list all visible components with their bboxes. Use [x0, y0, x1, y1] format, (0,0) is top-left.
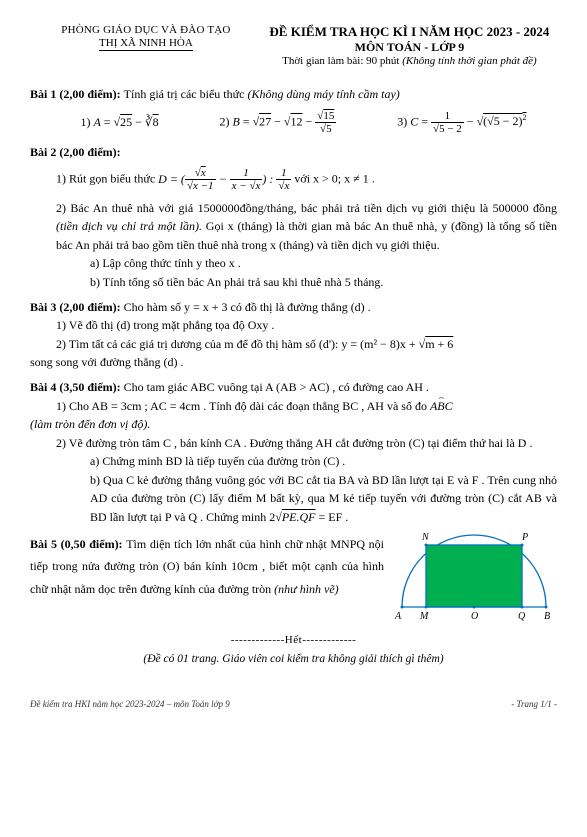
exam-subject: MÔN TOÁN - LỚP 9: [262, 40, 557, 55]
footer-left: Đề kiểm tra HKI năm học 2023-2024 – môn …: [30, 699, 230, 709]
semicircle-diagram: N P M A O Q B: [392, 527, 557, 622]
town-line: THỊ XÃ NINH HÒA: [99, 37, 193, 51]
bai4-label: Bài 4 (3,50 điểm):: [30, 380, 124, 394]
lbl-P: P: [521, 532, 528, 543]
end-note: (Đề có 01 trang. Giáo viên coi kiểm tra …: [30, 651, 557, 669]
header-left: PHÒNG GIÁO DỤC VÀ ĐÀO TẠO THỊ XÃ NINH HÒ…: [30, 24, 262, 67]
bai3-p2sqrt: m + 6: [425, 337, 453, 351]
bai3-p2a: 2) Tìm tất cả các giá trị dương của m để…: [56, 337, 419, 351]
bai3-p1: 1) Vẽ đồ thị (d) trong mặt phẳng tọa độ …: [56, 316, 557, 335]
time-ital: (Không tính thời gian phát đề): [402, 55, 537, 67]
bai3-p2b: song song với đường thẳng (d) .: [30, 353, 557, 372]
footer: Đề kiểm tra HKI năm học 2023-2024 – môn …: [30, 699, 557, 709]
time-prefix: Thời gian làm bài: 90 phút: [282, 55, 402, 67]
bai2-p1b: với x > 0; x ≠ 1 .: [294, 172, 374, 186]
bai5-label: Bài 5 (0,50 điểm):: [30, 537, 126, 551]
bai4-p1: 1) Cho AB = 3cm ; AC = 4cm . Tính độ dài…: [56, 397, 557, 416]
header-right: ĐỀ KIỂM TRA HỌC KÌ I NĂM HỌC 2023 - 2024…: [262, 24, 557, 67]
bai4-p2b-sqrt: PE.QF: [282, 510, 316, 524]
content: Bài 1 (2,00 điểm): Tính giá trị các biểu…: [30, 85, 557, 669]
bai4-p2a: a) Chứng minh BD là tiếp tuyến của đường…: [90, 452, 557, 471]
lbl-O: O: [471, 611, 478, 622]
bai2-p2: 2) Bác An thuê nhà với giá 1500000đồng/t…: [56, 199, 557, 255]
bai4-p1a: 1) Cho AB = 3cm ; AC = 4cm . Tính độ dài…: [56, 399, 430, 413]
bai2-p2a: a) Lập công thức tính y theo x .: [90, 254, 557, 273]
bai2-p1a: 1) Rút gọn biểu thức: [56, 172, 158, 186]
bai4-p2: 2) Vẽ đường tròn tâm C , bán kính CA . Đ…: [56, 434, 557, 453]
bai1: Bài 1 (2,00 điểm): Tính giá trị các biểu…: [30, 85, 557, 104]
bai5-ital: (như hình vẽ): [274, 582, 339, 596]
bai3-p2: 2) Tìm tất cả các giá trị dương của m để…: [56, 335, 557, 354]
exam-time: Thời gian làm bài: 90 phút (Không tính t…: [262, 55, 557, 67]
lbl-B: B: [544, 611, 550, 622]
bai1-f1: 1) A = √25 − ∛8: [80, 113, 158, 132]
bai1-f2: 2) B = √27 − √12 − √15√5: [219, 110, 336, 135]
lbl-M: M: [419, 611, 429, 622]
bai1-text: Tính giá trị các biểu thức: [124, 87, 248, 101]
bai1-label: Bài 1 (2,00 điểm):: [30, 87, 124, 101]
bai4-arc: ⌢ ABC: [430, 397, 453, 416]
bai3: Bài 3 (2,00 điểm): Cho hàm số y = x + 3 …: [30, 298, 557, 317]
lbl-N: N: [421, 532, 430, 543]
bai4-intro: Cho tam giác ABC vuông tại A (AB > AC) ,…: [124, 380, 429, 394]
bai2-label: Bài 2 (2,00 điểm):: [30, 145, 121, 159]
bai2-p2b: b) Tính tổng số tiền bác An phải trả sau…: [90, 273, 557, 292]
lbl-A: A: [394, 611, 402, 622]
lbl-Q: Q: [518, 611, 526, 622]
bai2: Bài 2 (2,00 điểm):: [30, 143, 557, 162]
bai2-expr: D = (√x√x −1 − 1x − √x) : 1√x: [158, 172, 294, 186]
bai3-intro: Cho hàm số y = x + 3 có đồ thị là đường …: [124, 300, 371, 314]
bai1-formulas: 1) A = √25 − ∛8 2) B = √27 − √12 − √15√5…: [50, 110, 557, 135]
bai3-label: Bài 3 (2,00 điểm):: [30, 300, 124, 314]
bai2-p1: 1) Rút gọn biểu thức D = (√x√x −1 − 1x −…: [56, 167, 557, 192]
dept-line: PHÒNG GIÁO DỤC VÀ ĐÀO TẠO: [30, 24, 262, 36]
exam-title: ĐỀ KIỂM TRA HỌC KÌ I NĂM HỌC 2023 - 2024: [262, 24, 557, 40]
footer-right: - Trang 1/1 -: [511, 699, 557, 709]
bai1-f3: 3) C = 1√5 − 2 − √(√5 − 2)2: [397, 110, 526, 135]
bai4-p1b: (làm tròn đến đơn vị độ).: [30, 415, 557, 434]
bai1-ital: (Không dùng máy tính cầm tay): [247, 87, 399, 101]
bai4: Bài 4 (3,50 điểm): Cho tam giác ABC vuôn…: [30, 378, 557, 397]
bai4-p2b: b) Qua C kẻ đường thẳng vuông góc với BC…: [90, 471, 557, 527]
bai4-p2b2: = EF .: [316, 510, 349, 524]
end-het: -------------Hết-------------: [30, 632, 557, 649]
bai2-p2t: 2) Bác An thuê nhà với giá 1500000đồng/t…: [56, 201, 557, 215]
bai2-p2i: (tiền dịch vụ chỉ trả một lần).: [56, 219, 202, 233]
